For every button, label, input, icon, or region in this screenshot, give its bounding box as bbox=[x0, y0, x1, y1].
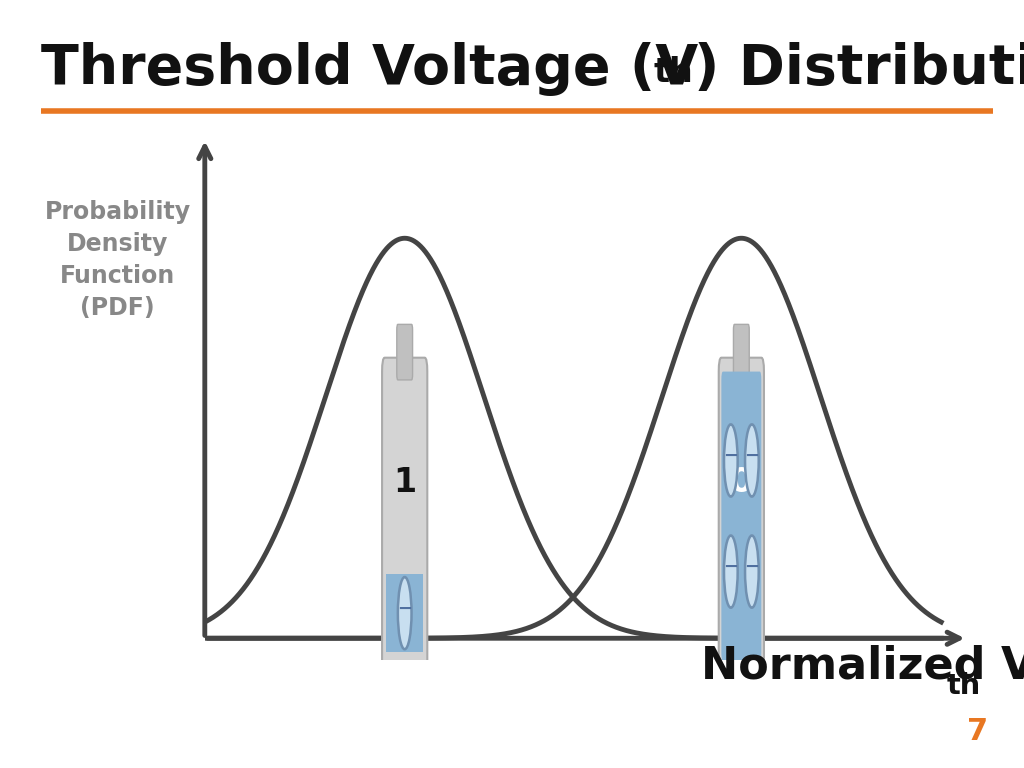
Text: th: th bbox=[653, 56, 693, 89]
Text: 0: 0 bbox=[730, 466, 753, 499]
Text: Probability: Probability bbox=[45, 200, 190, 223]
Text: Function: Function bbox=[60, 264, 175, 288]
Text: ) Distribution: ) Distribution bbox=[694, 42, 1024, 96]
Text: −: − bbox=[723, 447, 738, 465]
Text: 7: 7 bbox=[967, 717, 988, 746]
Circle shape bbox=[745, 535, 759, 607]
Text: −: − bbox=[397, 600, 413, 617]
Circle shape bbox=[724, 425, 737, 497]
FancyBboxPatch shape bbox=[721, 372, 761, 660]
FancyBboxPatch shape bbox=[396, 324, 413, 380]
Text: −: − bbox=[723, 558, 738, 576]
Text: −: − bbox=[744, 558, 760, 576]
Text: Density: Density bbox=[68, 232, 168, 256]
Text: Threshold Voltage (V: Threshold Voltage (V bbox=[41, 42, 698, 96]
Circle shape bbox=[745, 425, 759, 497]
FancyBboxPatch shape bbox=[719, 358, 764, 674]
FancyBboxPatch shape bbox=[382, 358, 427, 674]
Text: Normalized V: Normalized V bbox=[701, 644, 1024, 687]
Text: −: − bbox=[744, 447, 760, 465]
FancyBboxPatch shape bbox=[386, 574, 423, 652]
Text: 1: 1 bbox=[393, 466, 416, 499]
Circle shape bbox=[724, 535, 737, 607]
FancyBboxPatch shape bbox=[733, 324, 750, 380]
Text: (PDF): (PDF) bbox=[81, 296, 155, 320]
Circle shape bbox=[398, 577, 412, 649]
Text: th: th bbox=[946, 673, 980, 700]
